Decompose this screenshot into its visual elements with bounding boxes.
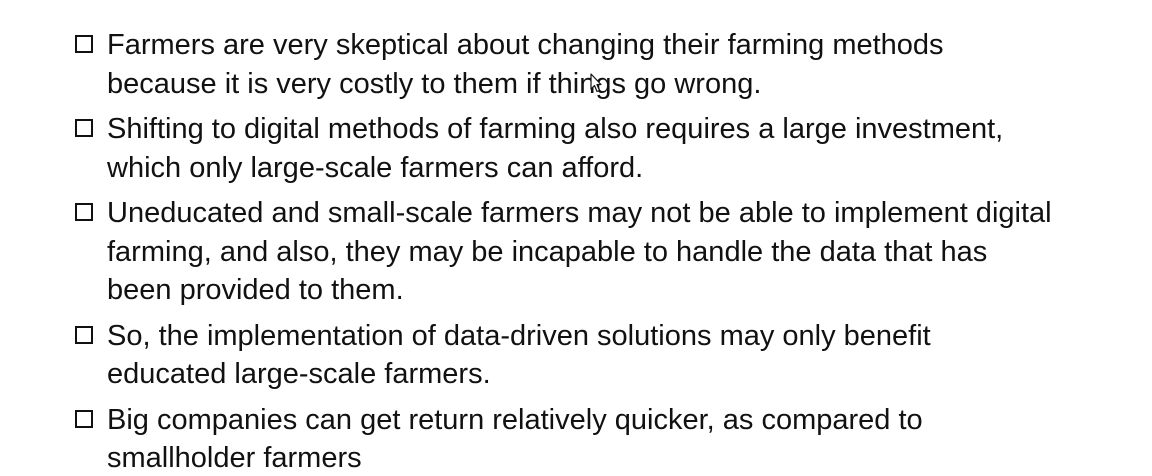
bullet-text-line: So, the implementation of data-driven so…: [107, 319, 931, 352]
mouse-pointer-icon: [590, 73, 602, 93]
checkbox-icon: [75, 325, 93, 344]
bullet-text-line: been provided to them.: [107, 274, 404, 306]
checkbox-icon: [75, 35, 93, 53]
checkbox-icon: [75, 409, 93, 428]
bullet-text-line: educated large-scale farmers.: [107, 358, 491, 390]
bullet-text-line: smallholder farmers: [107, 442, 362, 474]
bullet-item-4: So, the implementation of data-driven so…: [73, 317, 1152, 394]
bullet-list: Farmers are very skeptical about changin…: [73, 26, 1152, 476]
bullet-item-1: Farmers are very skeptical about changin…: [73, 26, 1152, 103]
checkbox-icon: [75, 203, 93, 221]
bullet-item-3: Uneducated and small-scale farmers may n…: [73, 194, 1152, 310]
bullet-text-line: Shifting to digital methods of farming a…: [107, 113, 1004, 145]
bullet-item-2: Shifting to digital methods of farming a…: [73, 110, 1152, 187]
bullet-item-5: Big companies can get return relatively …: [73, 401, 1152, 476]
bullet-text-line: farming, and also, they may be incapable…: [107, 235, 988, 268]
bullet-text-line: Uneducated and small-scale farmers may n…: [107, 197, 1052, 229]
checkbox-icon: [75, 119, 93, 137]
bullet-text-line: Big companies can get return relatively …: [107, 403, 923, 436]
bullet-text-line: Farmers are very skeptical about changin…: [107, 29, 944, 61]
bullet-text-line: which only large-scale farmers can affor…: [107, 151, 644, 184]
bullet-text-line: because it is very costly to them if thi…: [107, 67, 762, 100]
